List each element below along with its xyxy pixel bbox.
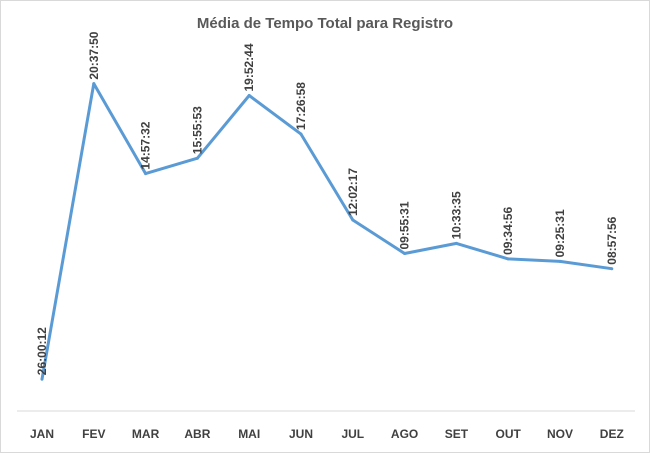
data-point-jul (351, 218, 355, 222)
data-label-jul: 12:02:17 (346, 168, 360, 216)
data-label-set: 10:33:35 (449, 191, 463, 239)
x-tick-set: SET (445, 427, 469, 441)
data-label-mai: 19:52:44 (242, 43, 256, 91)
x-tick-mai: MAI (238, 427, 260, 441)
data-point-abr (195, 156, 199, 160)
data-label-abr: 15:55:53 (190, 106, 204, 154)
data-label-fev: 20:37:50 (87, 31, 101, 79)
x-tick-dez: DEZ (600, 427, 624, 441)
x-tick-out: OUT (496, 427, 522, 441)
data-point-jun (299, 132, 303, 136)
data-point-dez (610, 267, 614, 271)
data-point-out (506, 257, 510, 261)
data-point-nov (558, 259, 562, 263)
data-point-mai (247, 94, 251, 97)
data-label-dez: 08:57:56 (605, 216, 619, 264)
x-tick-jan: JAN (30, 427, 54, 441)
data-label-mar: 14:57:32 (139, 121, 153, 169)
x-tick-nov: NOV (547, 427, 573, 441)
x-tick-jul: JUL (341, 427, 364, 441)
data-point-jan (40, 377, 44, 381)
x-tick-ago: AGO (391, 427, 418, 441)
x-tick-mar: MAR (132, 427, 160, 441)
data-label-nov: 09:25:31 (553, 209, 567, 257)
data-label-out: 09:34:56 (501, 207, 515, 255)
data-point-mar (144, 172, 148, 176)
data-point-fev (92, 82, 96, 86)
data-point-set (454, 241, 458, 245)
chart-title: Média de Tempo Total para Registro (197, 15, 453, 32)
series-line (40, 82, 613, 380)
x-tick-jun: JUN (289, 427, 313, 441)
x-tick-abr: ABR (184, 427, 210, 441)
data-label-ago: 09:55:31 (398, 201, 412, 249)
data-point-ago (403, 252, 407, 255)
data-label-jun: 17:26:58 (294, 82, 308, 130)
data-label-jan: 26:00:12 (35, 327, 49, 375)
x-tick-fev: FEV (82, 427, 105, 441)
